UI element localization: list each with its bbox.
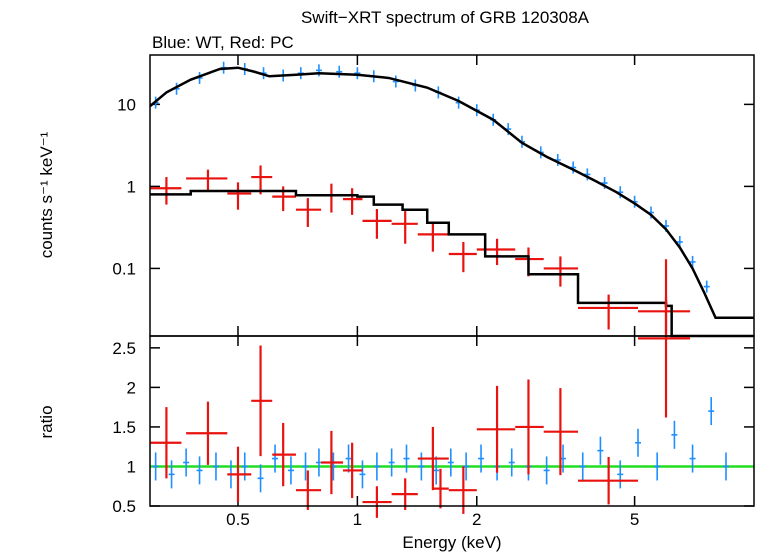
spectrum-panel: 10 1 0.1 <box>112 55 754 338</box>
x-tick-label: 2 <box>472 510 481 529</box>
y-tick-label: 1 <box>127 177 136 196</box>
wt-model-line <box>149 66 754 320</box>
y-tick-label: 2.5 <box>112 339 136 358</box>
ratio-frame <box>149 335 755 507</box>
x-tick-label: 1 <box>353 510 362 529</box>
spectrum-y-axis-label: counts s⁻¹ keV⁻¹ <box>37 131 56 258</box>
chart-title: Swift−XRT spectrum of GRB 120308A <box>301 8 590 27</box>
pc-model-line <box>150 189 754 338</box>
x-tick-label: 0.5 <box>226 510 250 529</box>
y-tick-label: 10 <box>117 95 136 114</box>
y-tick-label: 1 <box>127 457 136 476</box>
x-tick-label: 5 <box>630 510 639 529</box>
chart-subtitle: Blue: WT, Red: PC <box>152 33 294 52</box>
y-tick-label: 2 <box>127 378 136 397</box>
y-tick-label: 1.5 <box>112 418 136 437</box>
ratio-panel: 0.5 1 2 5 0.5 1 1.5 2 2.5 <box>112 259 754 529</box>
ratio-y-axis-label: ratio <box>37 405 56 438</box>
y-tick-label: 0.1 <box>112 259 136 278</box>
y-tick-label: 0.5 <box>112 497 136 516</box>
x-axis-label: Energy (keV) <box>402 533 501 552</box>
